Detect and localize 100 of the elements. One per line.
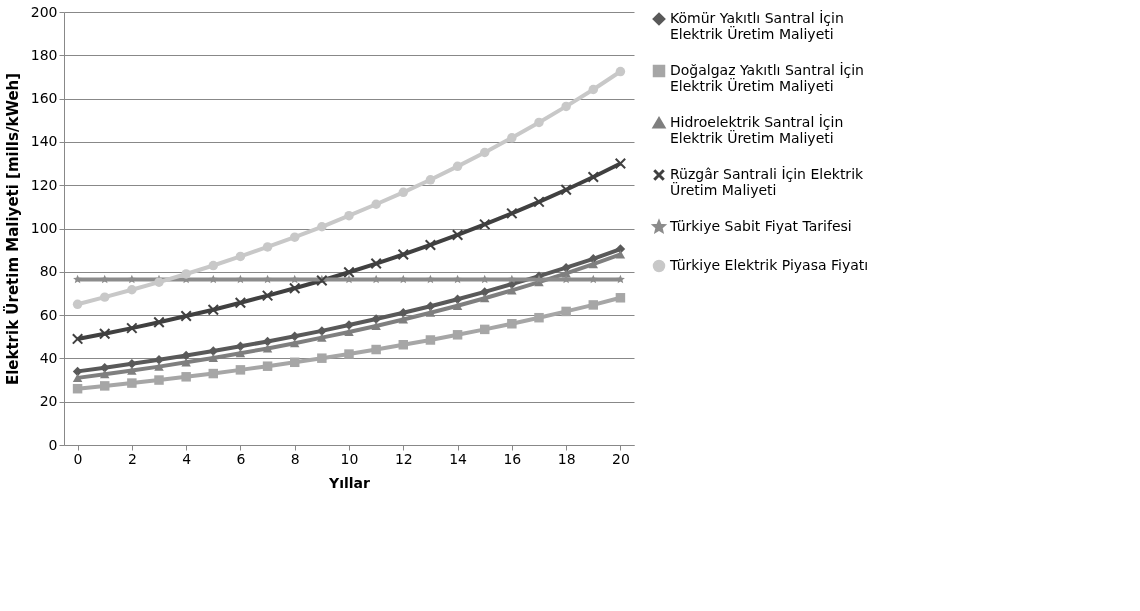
point: [261, 289, 274, 302]
x-tick-label: 16: [503, 450, 522, 467]
point: [614, 157, 627, 170]
point: [72, 383, 83, 394]
point: [397, 248, 410, 261]
point: [127, 366, 137, 375]
point: [127, 378, 137, 388]
point: [181, 358, 191, 367]
point: [317, 222, 327, 232]
y-tick-label: 160: [30, 90, 58, 107]
point: [424, 239, 437, 251]
point: [425, 308, 436, 317]
point: [127, 359, 137, 369]
point: [561, 306, 571, 317]
x-tick-label: 18: [557, 450, 576, 467]
point: [371, 199, 381, 209]
point: [370, 257, 382, 270]
point: [208, 368, 219, 379]
x-tick-label: 2: [127, 450, 137, 467]
point: [126, 322, 138, 334]
point: [99, 370, 110, 379]
point: [588, 300, 599, 310]
point: [289, 339, 300, 348]
point: [478, 218, 491, 231]
point: [398, 315, 409, 324]
legend-label: Doğalgaz Yakıtlı Santral İçin Elektrik Üretim Maliyeti: [670, 61, 864, 94]
point: [181, 269, 191, 279]
point: [235, 365, 246, 375]
legend-label: Kömür Yakıtlı Santral İçin Elektrik Üretim Maliyeti: [670, 9, 844, 42]
y-tick-label: 180: [30, 46, 58, 63]
x-tick-label: 12: [394, 450, 413, 467]
x-tick-label: 0: [73, 450, 83, 467]
point: [262, 344, 273, 353]
point: [317, 333, 327, 342]
point: [615, 66, 626, 77]
point: [560, 184, 572, 196]
point: [344, 210, 354, 221]
point: [127, 285, 137, 295]
y-tick-label: 140: [30, 133, 58, 150]
point: [71, 333, 84, 345]
point: [99, 381, 110, 391]
point: [534, 117, 544, 128]
point: [181, 372, 191, 382]
point: [153, 316, 165, 328]
point: [371, 344, 381, 355]
point: [98, 327, 111, 340]
point: [398, 340, 409, 350]
point: [72, 299, 83, 310]
y-tick-label: 100: [30, 220, 58, 236]
point: [507, 133, 517, 143]
point: [344, 349, 354, 359]
x-tick-label: 6: [236, 450, 246, 467]
point: [615, 250, 626, 259]
point: [452, 294, 463, 305]
x-axis-title: Yıllar: [328, 474, 371, 491]
point: [344, 327, 354, 337]
point: [235, 251, 246, 262]
point: [452, 330, 463, 340]
point: [587, 171, 600, 183]
legend-label: Türkiye Elektrik Piyasa Fiyatı: [669, 257, 869, 273]
point: [154, 354, 164, 365]
point: [506, 207, 518, 220]
point: [507, 319, 517, 329]
point: [208, 260, 219, 271]
point: [533, 196, 545, 208]
point: [425, 175, 436, 185]
legend-label: Hidroelektrik Santral İçin Elektrik Üretim Maliyeti: [670, 113, 844, 146]
point: [479, 324, 490, 335]
point: [451, 229, 464, 241]
legend-label: Türkiye Sabit Fiyat Tarifesi: [669, 218, 852, 234]
point: [479, 147, 490, 158]
x-tick-label: 4: [182, 450, 192, 467]
y-tick-label: 200: [30, 3, 58, 20]
point: [398, 187, 409, 198]
point: [154, 375, 164, 385]
point: [588, 84, 599, 95]
point: [425, 335, 436, 345]
point: [561, 262, 571, 273]
x-tick-label: 14: [449, 450, 468, 467]
point: [154, 362, 164, 371]
point: [262, 242, 273, 252]
point: [180, 310, 192, 322]
point: [207, 303, 220, 316]
y-axis-title: Elektrik Üretim Maliyeti [mills/kWeh]: [2, 72, 22, 386]
y-tick-label: 20: [39, 393, 58, 410]
y-tick-label: 0: [48, 436, 58, 453]
point: [72, 373, 83, 382]
point: [452, 301, 463, 310]
point: [288, 282, 301, 294]
y-tick-label: 80: [39, 263, 58, 280]
point: [479, 294, 490, 303]
point: [534, 312, 544, 323]
point: [398, 307, 409, 318]
point: [235, 349, 246, 358]
point: [615, 293, 626, 303]
point: [561, 101, 571, 112]
y-tick-label: 60: [39, 306, 58, 323]
y-tick-label: 120: [30, 176, 58, 193]
x-tick-label: 10: [340, 450, 359, 467]
point: [371, 321, 381, 331]
